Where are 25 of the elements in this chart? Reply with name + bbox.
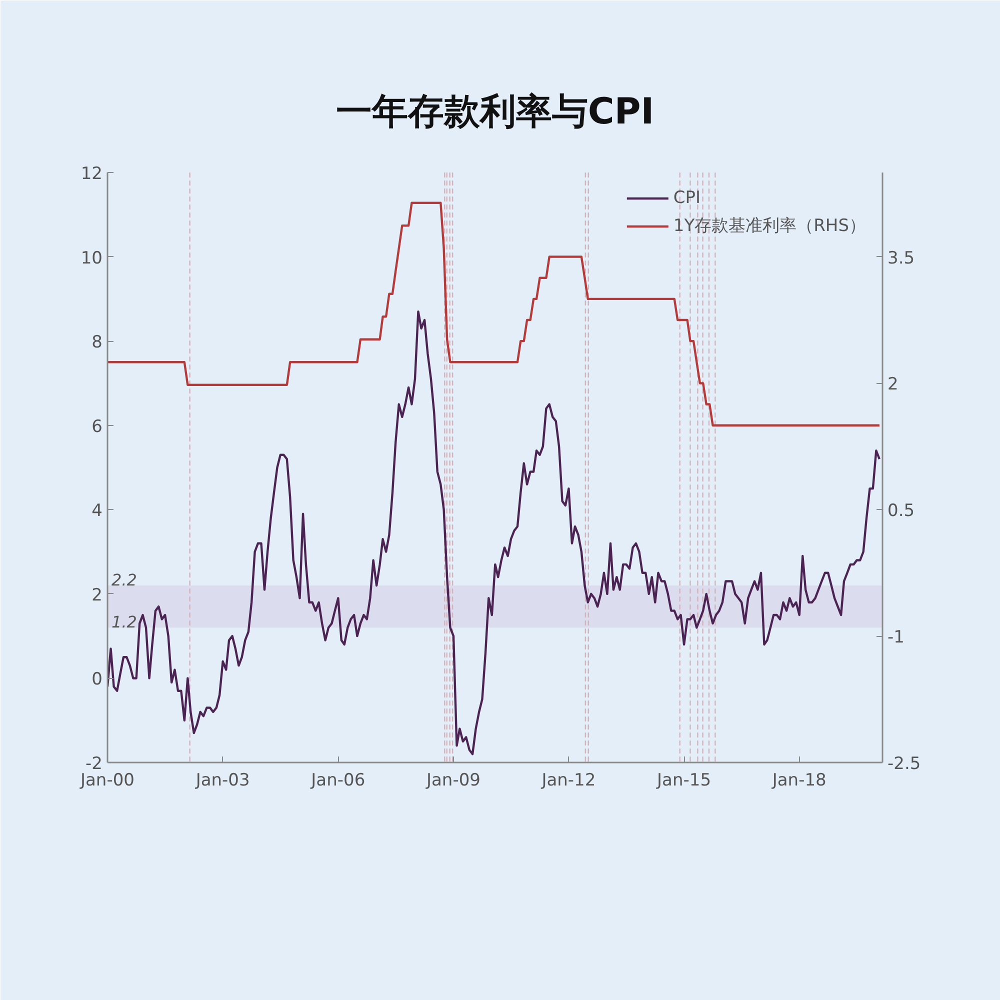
y-tick-label: 12 — [80, 164, 103, 184]
y-tick-label: 0 — [92, 670, 103, 690]
line-series — [108, 310, 881, 756]
x-tick-label: Jan-03 — [194, 770, 250, 790]
x-tick-label: Jan-15 — [656, 770, 712, 790]
y-tick-label: 8 — [92, 332, 103, 353]
y2-tick-label: -1 — [888, 628, 904, 648]
y2-tick-label: 2 — [888, 374, 898, 395]
x-tick-label: Jan-18 — [771, 770, 826, 790]
annotation: 2.2 — [112, 570, 137, 590]
x-tick-label: Jan-12 — [540, 770, 596, 790]
y2-tick-label: 0.5 — [888, 501, 915, 522]
x-tick-label: Jan-09 — [426, 770, 480, 790]
y2-tick-label: 3.5 — [888, 248, 915, 268]
legend-label: 1Y存款基准利率（RHS） — [673, 215, 866, 237]
x-tick-label: Jan-06 — [310, 770, 366, 790]
y-tick-label: 2 — [92, 585, 103, 606]
y-tick-label: 4 — [92, 501, 103, 522]
line-series — [108, 202, 881, 426]
annotation: 1.2 — [112, 612, 137, 632]
y2-tick-label: -2.5 — [888, 754, 921, 774]
y-tick-label: 6 — [92, 416, 103, 437]
y-tick-label: 10 — [80, 248, 103, 268]
chart-title: 一年存款利率与CPI — [336, 92, 654, 132]
legend-label: CPI — [673, 188, 701, 208]
